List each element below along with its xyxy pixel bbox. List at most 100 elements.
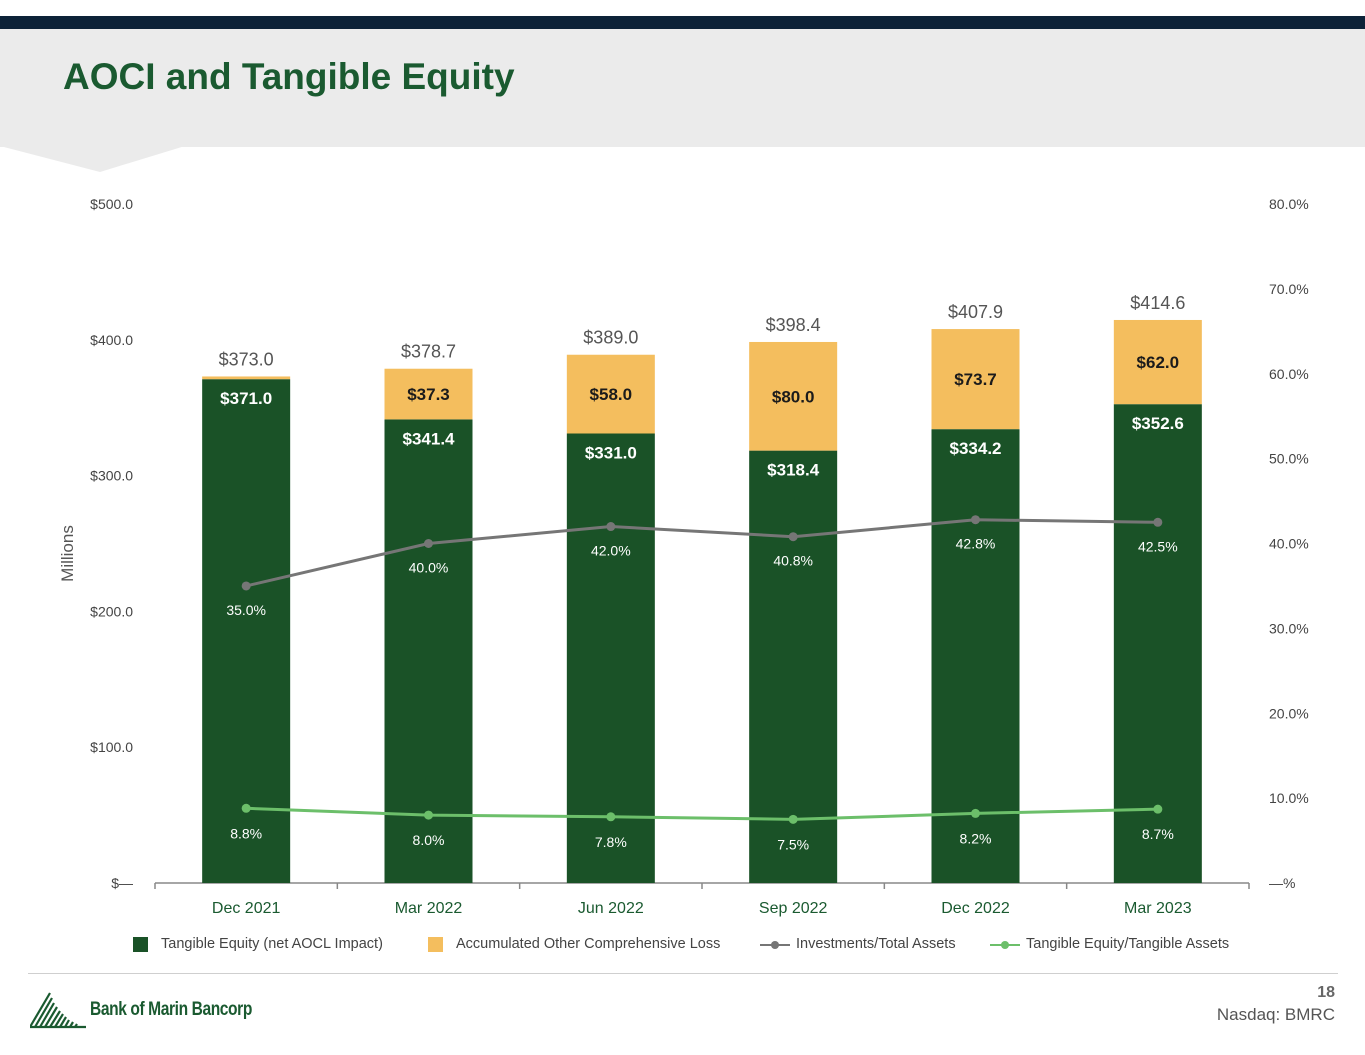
- x-tick-label: Mar 2023: [1124, 900, 1192, 917]
- bar-equity: [202, 379, 291, 883]
- y2-tick-label: 60.0%: [1269, 366, 1309, 382]
- te-ratio-series-data-label: 7.8%: [595, 834, 627, 850]
- investments-series-point: [1153, 517, 1163, 527]
- y2-tick-label: 30.0%: [1269, 620, 1309, 636]
- y-tick-label: $300.0: [90, 468, 133, 484]
- investments-series-point: [606, 522, 616, 532]
- bar-label-equity: $318.4: [767, 461, 820, 480]
- y2-tick-label: 20.0%: [1269, 705, 1309, 721]
- legend-label-te-ratio: Tangible Equity/Tangible Assets: [1026, 936, 1230, 952]
- x-tick-label: Dec 2022: [941, 900, 1010, 917]
- legend-marker-investments: [760, 937, 790, 952]
- bar-total-label: $378.7: [401, 342, 456, 362]
- y2-tick-label: 50.0%: [1269, 451, 1309, 467]
- bar-total-label: $373.0: [219, 349, 274, 369]
- investments-series-data-label: 42.5%: [1138, 538, 1178, 554]
- bar-label-equity: $341.4: [403, 429, 456, 448]
- logo-text: Bank of Marin Bancorp: [90, 999, 252, 1020]
- x-tick-label: Mar 2022: [395, 900, 463, 917]
- forest-logo-icon: [30, 992, 86, 1029]
- te-ratio-series-data-label: 8.8%: [230, 825, 262, 841]
- investments-series-line: [245, 518, 1158, 588]
- bar-equity: [1113, 404, 1202, 883]
- legend-label-investments: Investments/Total Assets: [796, 936, 956, 952]
- bar-total-label: $398.4: [766, 315, 821, 335]
- bar-total-label: $414.6: [1130, 293, 1185, 313]
- x-tick-label: Jun 2022: [578, 900, 644, 917]
- top-accent-bar: [0, 16, 1365, 29]
- y2-tick-label: 80.0%: [1269, 196, 1309, 212]
- page-title: AOCI and Tangible Equity: [63, 56, 515, 97]
- bar-label-equity: $331.0: [585, 444, 637, 463]
- investments-series-data-label: 35.0%: [226, 602, 266, 618]
- y-tick-label: $200.0: [90, 603, 133, 619]
- bar-label-aocl: $80.0: [772, 387, 815, 406]
- investments-series-point: [241, 581, 251, 591]
- te-ratio-series-data-label: 8.2%: [960, 830, 992, 846]
- te-ratio-series-point: [606, 812, 616, 822]
- investments-series-point: [788, 532, 798, 542]
- bar-aocl: [1113, 319, 1202, 405]
- bar-label-equity: $334.2: [950, 439, 1002, 458]
- te-ratio-series-data-label: 8.0%: [413, 832, 445, 848]
- legend-swatch-equity: [133, 936, 148, 952]
- y-axis-title: Millions: [58, 525, 77, 582]
- page-number: 18: [1317, 984, 1335, 1001]
- legend-item-investments: Investments/Total Assets: [760, 936, 956, 952]
- investments-series-point: [971, 515, 980, 525]
- y2-tick-label: —%: [1269, 875, 1295, 891]
- legend-item-equity: Tangible Equity (net AOCL Impact): [133, 936, 383, 952]
- te-ratio-series-point: [788, 814, 798, 824]
- x-tick-label: Dec 2021: [212, 900, 281, 917]
- bar-label-aocl: $58.0: [590, 385, 633, 404]
- y-tick-label: $500.0: [90, 196, 133, 212]
- legend-swatch-aocl: [428, 936, 443, 952]
- title-band-notch: [0, 146, 185, 172]
- bar-aocl: [202, 376, 291, 380]
- bar-label-equity: $352.6: [1132, 414, 1184, 433]
- legend-label-equity: Tangible Equity (net AOCL Impact): [161, 936, 383, 952]
- investments-series-data-label: 42.8%: [956, 536, 996, 552]
- bar-total-label: $407.9: [948, 302, 1003, 322]
- y2-tick-label: 10.0%: [1269, 790, 1309, 806]
- bar-equity: [931, 429, 1020, 883]
- investments-series-data-label: 42.0%: [591, 543, 631, 559]
- te-ratio-series-line: [246, 806, 1158, 821]
- bar-aocl: [384, 368, 473, 420]
- bar-aocl: [931, 329, 1020, 430]
- bar-aocl: [749, 341, 838, 451]
- legend-marker-te-ratio: [990, 937, 1020, 952]
- chart-legend: Tangible Equity (net AOCL Impact) Accumu…: [0, 936, 1365, 960]
- te-ratio-series-point: [424, 810, 433, 820]
- y-tick-label: $100.0: [90, 739, 133, 755]
- ticker-symbol: Nasdaq: BMRC: [1216, 1005, 1335, 1024]
- bar-label-aocl: $37.3: [407, 385, 450, 404]
- stacked-bar-line-chart: $— $100.0 $200.0 $300.0 $400.0 $500.0 —% 10.0% 2…: [58, 196, 1309, 917]
- bar-label-aocl: $62.0: [1137, 353, 1180, 372]
- bar-total-label: $389.0: [583, 328, 638, 348]
- te-ratio-series-data-label: 8.7%: [1142, 826, 1174, 842]
- legend-label-aocl: Accumulated Other Comprehensive Loss: [456, 936, 721, 952]
- legend-item-te-ratio: Tangible Equity/Tangible Assets: [990, 936, 1229, 952]
- te-ratio-series-data-label: 7.5%: [777, 836, 809, 852]
- footer-divider: [28, 973, 1338, 974]
- y2-tick-label: 70.0%: [1269, 281, 1309, 297]
- y-tick-label: $400.0: [90, 332, 133, 348]
- bar-label-aocl: $73.7: [954, 370, 997, 389]
- bar-equity: [566, 433, 655, 883]
- investments-series-point: [424, 539, 433, 548]
- title-band: [0, 29, 1365, 147]
- te-ratio-series-point: [971, 808, 980, 818]
- x-tick-label: Sep 2022: [759, 900, 828, 917]
- te-ratio-series-point: [241, 803, 251, 813]
- investments-series-data-label: 40.8%: [773, 553, 813, 569]
- bar-label-equity: $371.0: [220, 389, 272, 408]
- y-tick-label: $—: [111, 875, 133, 891]
- company-logo: Bank of Marin Bancorp: [30, 990, 287, 1030]
- legend-item-aocl: Accumulated Other Comprehensive Loss: [428, 936, 720, 952]
- bar-equity: [384, 419, 473, 883]
- bar-equity: [749, 450, 838, 883]
- y2-tick-label: 40.0%: [1269, 536, 1309, 552]
- investments-series-data-label: 40.0%: [409, 560, 449, 576]
- bar-aocl: [566, 354, 655, 434]
